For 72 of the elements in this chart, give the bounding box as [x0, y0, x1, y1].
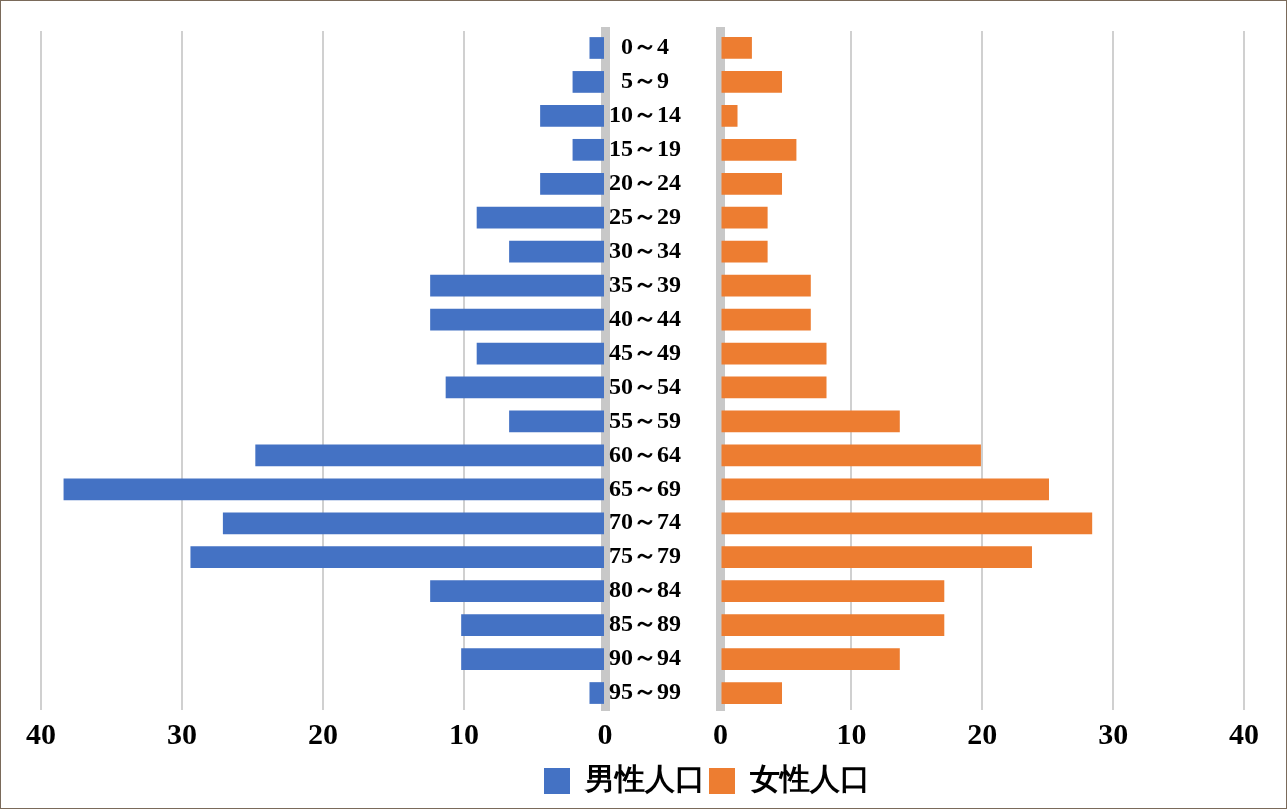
bar [721, 444, 981, 467]
y-tick-label: 5～9 [621, 67, 669, 94]
bar [721, 240, 768, 263]
x-tick-label: 20 [308, 716, 338, 750]
x-tick-label: 40 [26, 716, 56, 750]
bar [476, 206, 604, 229]
y-tick-label: 55～59 [609, 406, 681, 433]
bar [509, 410, 604, 433]
bar [430, 308, 604, 331]
y-tick-label: 20～24 [609, 168, 681, 195]
bar [721, 682, 783, 704]
y-tick-label: 95～99 [609, 678, 681, 705]
legend-label: 男性人口 [584, 761, 705, 795]
bar [509, 240, 604, 263]
y-tick-label: 75～79 [609, 542, 681, 569]
bar [255, 444, 604, 467]
bar [721, 580, 945, 603]
bar [540, 172, 604, 195]
y-tick-label: 10～14 [609, 101, 681, 128]
y-tick-label: 30～34 [609, 236, 681, 263]
bar [721, 71, 783, 93]
bar [461, 614, 604, 636]
bar [589, 682, 604, 704]
bar [721, 105, 738, 127]
bar [63, 478, 604, 501]
y-tick-label: 70～74 [609, 508, 681, 535]
x-tick-label: 20 [967, 716, 998, 750]
x-tick-label: 10 [449, 716, 479, 750]
bar [721, 614, 945, 636]
bar [445, 376, 604, 399]
y-tick-label: 35～39 [609, 270, 681, 297]
bar [572, 138, 604, 161]
y-tick-label: 85～89 [609, 610, 681, 637]
x-tick-label: 30 [1098, 716, 1129, 750]
bar [721, 37, 752, 59]
bar [572, 71, 604, 93]
bar [461, 648, 604, 670]
y-tick-label: 15～19 [609, 135, 681, 162]
bar [721, 274, 811, 297]
y-tick-label: 80～84 [609, 576, 681, 603]
bar [721, 342, 827, 365]
legend-label: 女性人口 [749, 761, 870, 795]
y-tick-label: 45～49 [609, 338, 681, 365]
x-tick-label: 0 [713, 716, 728, 750]
bar [222, 512, 604, 535]
bar [721, 410, 900, 433]
bar [721, 648, 900, 670]
bar [721, 308, 811, 331]
x-tick-label: 0 [597, 716, 613, 750]
y-tick-label: 60～64 [609, 440, 681, 467]
x-tick-label: 10 [836, 716, 867, 750]
y-tick-label: 90～94 [609, 644, 681, 671]
y-tick-label: 0～4 [621, 33, 669, 60]
bar [721, 512, 1093, 535]
bar [721, 172, 783, 195]
bar [430, 274, 604, 297]
bar [476, 342, 604, 365]
bar [430, 580, 604, 603]
x-tick-label: 40 [1229, 716, 1259, 750]
bar [721, 376, 827, 399]
y-tick-label: 40～44 [609, 304, 681, 331]
bar [721, 206, 768, 229]
y-tick-label: 50～54 [609, 372, 681, 399]
x-tick-label: 30 [167, 716, 197, 750]
y-tick-label: 65～69 [609, 474, 681, 501]
bar [721, 546, 1032, 569]
bar [721, 138, 797, 161]
bar [190, 546, 604, 569]
bar [589, 37, 604, 59]
bar [540, 105, 604, 127]
bar [721, 478, 1049, 501]
y-tick-label: 25～29 [609, 202, 681, 229]
